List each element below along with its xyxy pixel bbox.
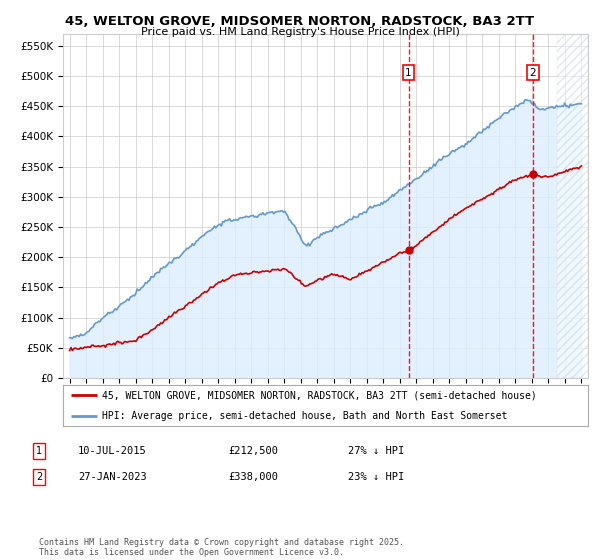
Text: 2: 2 — [530, 68, 536, 78]
Text: HPI: Average price, semi-detached house, Bath and North East Somerset: HPI: Average price, semi-detached house,… — [103, 410, 508, 421]
Text: 45, WELTON GROVE, MIDSOMER NORTON, RADSTOCK, BA3 2TT (semi-detached house): 45, WELTON GROVE, MIDSOMER NORTON, RADST… — [103, 390, 537, 400]
Text: 27% ↓ HPI: 27% ↓ HPI — [348, 446, 404, 456]
Text: Price paid vs. HM Land Registry's House Price Index (HPI): Price paid vs. HM Land Registry's House … — [140, 27, 460, 37]
Text: Contains HM Land Registry data © Crown copyright and database right 2025.
This d: Contains HM Land Registry data © Crown c… — [39, 538, 404, 557]
Text: 1: 1 — [405, 68, 412, 78]
Text: 27-JAN-2023: 27-JAN-2023 — [78, 472, 147, 482]
Text: £212,500: £212,500 — [228, 446, 278, 456]
Text: 23% ↓ HPI: 23% ↓ HPI — [348, 472, 404, 482]
Text: 1: 1 — [36, 446, 42, 456]
Text: 10-JUL-2015: 10-JUL-2015 — [78, 446, 147, 456]
Text: 2: 2 — [36, 472, 42, 482]
Text: £338,000: £338,000 — [228, 472, 278, 482]
Text: 45, WELTON GROVE, MIDSOMER NORTON, RADSTOCK, BA3 2TT: 45, WELTON GROVE, MIDSOMER NORTON, RADST… — [65, 15, 535, 28]
